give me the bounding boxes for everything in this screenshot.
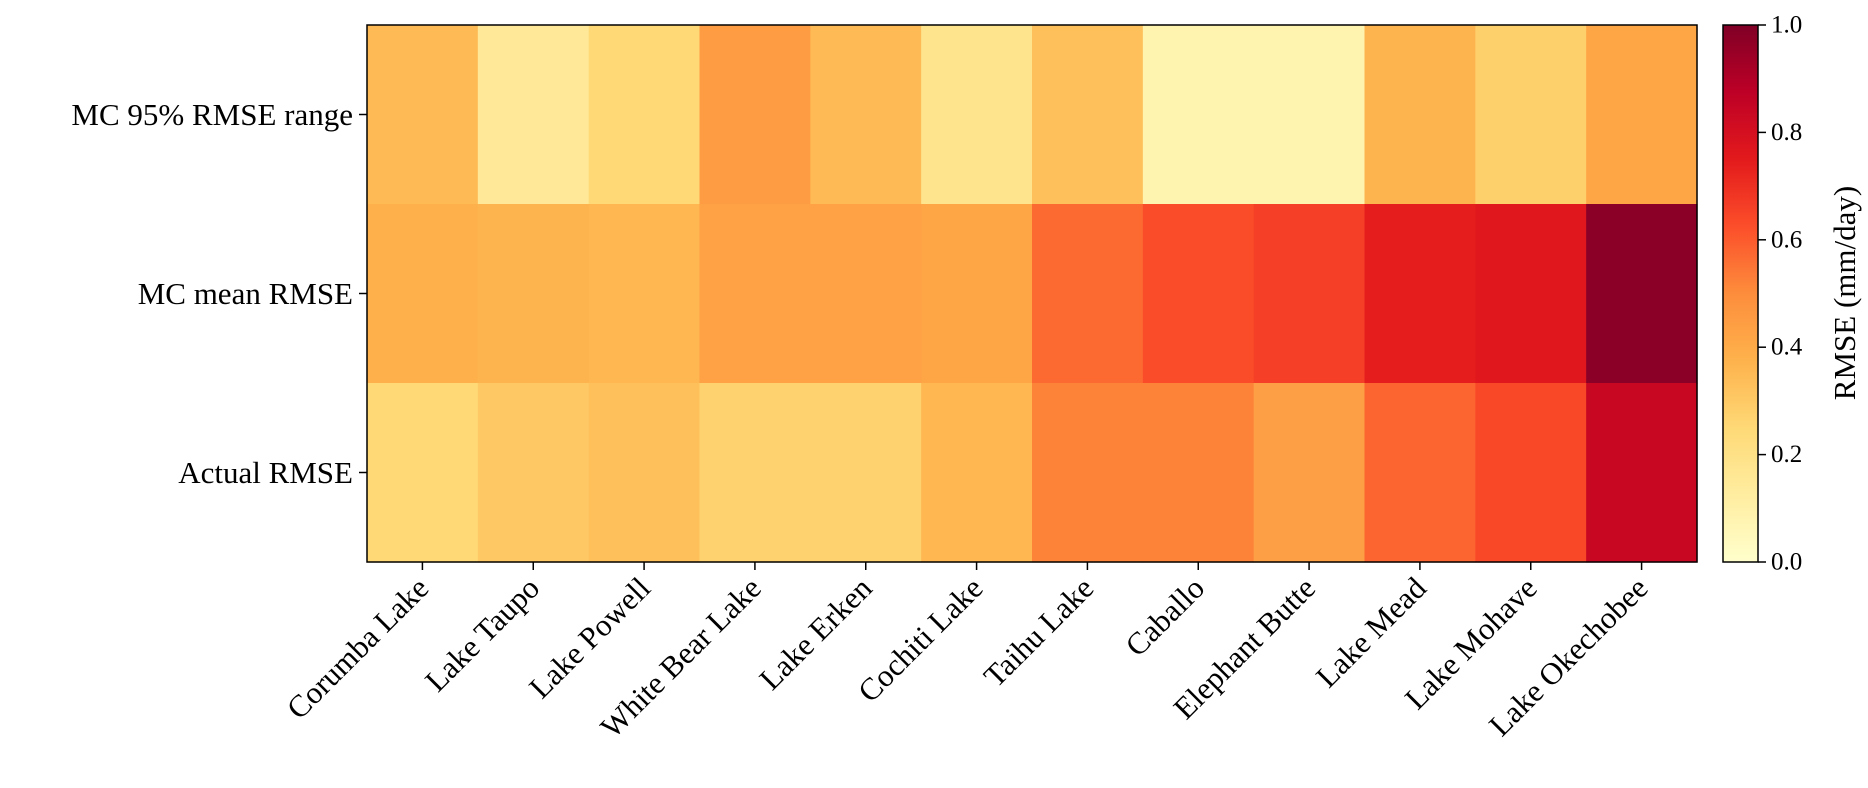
colorbar-tick-label: 0.6	[1771, 226, 1802, 253]
heatmap-cell	[1253, 25, 1366, 205]
heatmap-cell	[588, 204, 701, 384]
heatmap-cell	[477, 25, 590, 205]
heatmap-cell	[1364, 25, 1476, 205]
heatmap-cell	[810, 25, 922, 205]
heatmap-cell	[1586, 204, 1698, 384]
heatmap-cell	[1475, 204, 1587, 384]
heatmap-cell	[1364, 204, 1476, 384]
heatmap-cell	[810, 204, 922, 384]
colorbar-tick-label: 0.0	[1771, 549, 1802, 576]
heatmap-cell	[1032, 25, 1144, 205]
colorbar-tick-label: 0.8	[1771, 119, 1802, 146]
colorbar-ticks: 0.0 0.2 0.4 0.6 0.8 1.0	[1758, 12, 1803, 576]
heatmap-cell	[810, 383, 922, 563]
x-tick-label: Corumba Lake	[280, 570, 436, 726]
heatmap-cell	[921, 204, 1033, 384]
heatmap-cell	[367, 383, 479, 563]
colorbar	[1722, 24, 1759, 563]
heatmap-cell	[1364, 383, 1476, 563]
heatmap-cell	[1032, 383, 1144, 563]
heatmap-cell	[588, 25, 701, 205]
colorbar-tick-label: 1.0	[1771, 12, 1802, 39]
heatmap-cell	[1475, 25, 1587, 205]
y-tick-label: MC 95% RMSE range	[71, 97, 353, 132]
y-tick-label: MC mean RMSE	[138, 276, 353, 311]
heatmap-cell	[1142, 25, 1255, 205]
heatmap-cell	[1586, 383, 1698, 563]
colorbar-label: RMSE (mm/day)	[1827, 186, 1862, 400]
heatmap-cell	[1253, 204, 1366, 384]
heatmap-cell	[588, 383, 701, 563]
x-tick-label: Caballo	[1118, 570, 1211, 663]
heatmap-cell	[699, 204, 811, 384]
heatmap-cell	[477, 383, 590, 563]
y-axis-ticks: MC 95% RMSE range MC mean RMSE Actual RMSE	[71, 97, 367, 490]
heatmap-cell	[1475, 383, 1587, 563]
heatmap-cell	[699, 25, 811, 205]
x-tick-label: Taihu Lake	[977, 570, 1101, 694]
heatmap-cell	[1142, 204, 1255, 384]
heatmap-cell	[921, 383, 1033, 563]
colorbar-tick-label: 0.4	[1771, 334, 1803, 361]
heatmap-cell	[699, 383, 811, 563]
colorbar-tick-label: 0.2	[1771, 441, 1802, 468]
heatmap-cell	[1586, 25, 1698, 205]
heatmap-cell	[477, 204, 590, 384]
heatmap-cells	[367, 25, 1698, 563]
heatmap-cell	[1253, 383, 1366, 563]
heatmap-cell	[367, 25, 479, 205]
heatmap-cell	[1032, 204, 1144, 384]
heatmap-cell	[921, 25, 1033, 205]
heatmap-cell	[1142, 383, 1255, 563]
y-tick-label: Actual RMSE	[178, 455, 353, 490]
heatmap-cell	[367, 204, 479, 384]
